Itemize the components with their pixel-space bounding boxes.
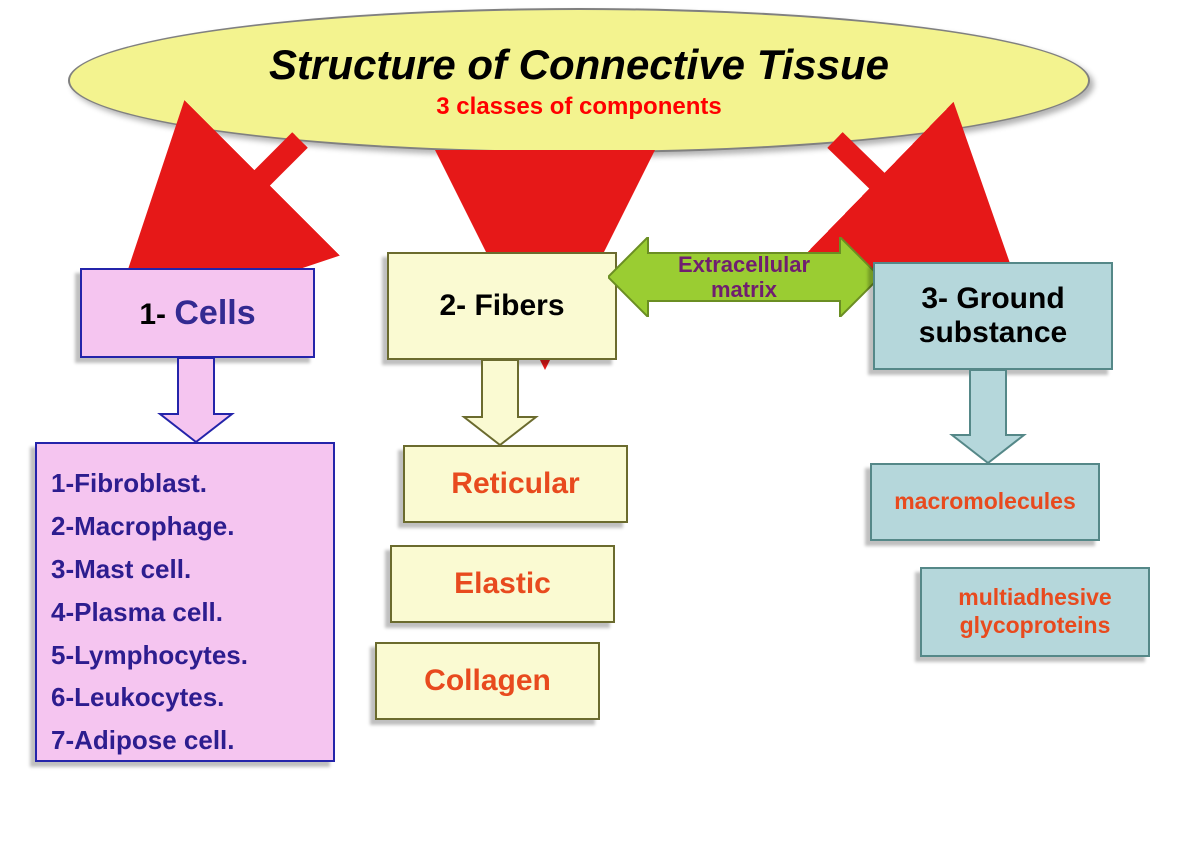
diagram-subtitle: 3 classes of components xyxy=(436,93,721,121)
cells-list-item: 7-Adipose cell. xyxy=(51,719,319,762)
ground-item: multiadhesiveglycoproteins xyxy=(920,567,1150,657)
cells-list-item: 4-Plasma cell. xyxy=(51,591,319,634)
diagram-title: Structure of Connective Tissue xyxy=(269,41,889,89)
cells-list-item: 5-Lymphocytes. xyxy=(51,634,319,677)
fibers-header-box: 2- Fibers xyxy=(387,252,617,360)
fiber-item: Collagen xyxy=(375,642,600,720)
title-ellipse: Structure of Connective Tissue 3 classes… xyxy=(68,8,1090,153)
cells-list-item: 6-Leukocytes. xyxy=(51,676,319,719)
ecm-label: Extracellular matrix xyxy=(678,252,810,303)
fiber-item: Elastic xyxy=(390,545,615,623)
cells-list-item: 3-Mast cell. xyxy=(51,548,319,591)
cells-list-item: 1-Fibroblast. xyxy=(51,462,319,505)
cells-title: 1- Cells xyxy=(139,294,255,333)
fiber-item: Reticular xyxy=(403,445,628,523)
cells-list-box: 1-Fibroblast.2-Macrophage.3-Mast cell.4-… xyxy=(35,442,335,762)
cells-header-box: 1- Cells xyxy=(80,268,315,358)
fibers-title: 2- Fibers xyxy=(439,289,564,323)
ground-title: 3- Ground substance xyxy=(919,282,1067,351)
ecm-double-arrow: Extracellular matrix xyxy=(608,237,880,317)
ground-header-box: 3- Ground substance xyxy=(873,262,1113,370)
cells-list-item: 2-Macrophage. xyxy=(51,505,319,548)
ground-item: macromolecules xyxy=(870,463,1100,541)
